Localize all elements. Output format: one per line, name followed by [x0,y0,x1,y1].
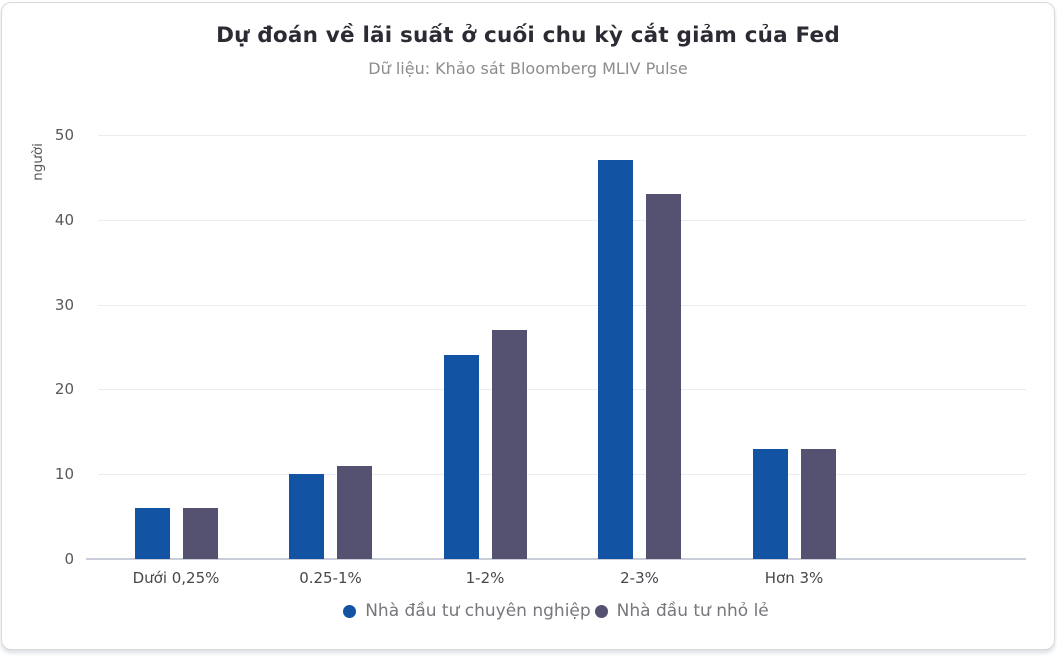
legend-label: Nhà đầu tư nhỏ lẻ [616,601,769,621]
y-tick-label: 10 [54,465,74,484]
gridline [98,135,1026,136]
x-axis-line [86,558,1026,560]
y-tick-label: 40 [54,210,74,229]
bar-series1-cat1 [337,465,372,559]
legend-item-series1: Nhà đầu tư nhỏ lẻ [594,601,769,621]
y-tick-label: 30 [54,295,74,314]
x-tick-label: 1-2% [465,569,505,587]
chart-title: Dự đoán về lãi suất ở cuối chu kỳ cắt gi… [216,23,840,48]
legend: Nhà đầu tư chuyên nghiệp Nhà đầu tư nhỏ l… [86,601,1026,621]
legend-dot-icon [594,604,608,618]
bar-series1-cat0 [182,508,218,559]
gridline [98,474,1026,476]
y-tick-label: 50 [54,126,74,144]
bar-series1-cat2 [491,330,527,559]
x-tick-label: 2-3% [620,569,659,587]
gridline [98,219,1026,221]
plot-area: 0 10 20 30 40 50 Dưới 0,25% 0.25-1% 1-2% 2-3% Hơn … [55,126,1026,587]
y-tick-label: 0 [64,550,74,568]
bar-series0-cat4 [752,448,788,559]
legend-item-series0: Nhà đầu tư chuyên nghiệp [343,601,591,621]
bar-series0-cat2 [443,355,479,559]
x-tick-label: Dưới 0,25% [132,569,220,587]
y-tick-label: 20 [54,380,74,399]
x-tick-label: Hơn 3% [764,569,824,587]
gridline [98,389,1026,391]
bar-series0-cat0 [134,508,170,559]
x-tick-label: 0.25-1% [299,569,362,587]
gridline [98,304,1026,306]
legend-label: Nhà đầu tư chuyên nghiệp [365,601,591,621]
legend-dot-icon [343,604,357,618]
bar-series0-cat1 [289,474,324,559]
bar-series0-cat3 [598,160,633,559]
chart-subtitle: Dữ liệu: Khảo sát Bloomberg MLIV Pulse [368,59,688,78]
bar-series1-cat3 [646,194,681,559]
bar-series1-cat4 [800,448,836,559]
